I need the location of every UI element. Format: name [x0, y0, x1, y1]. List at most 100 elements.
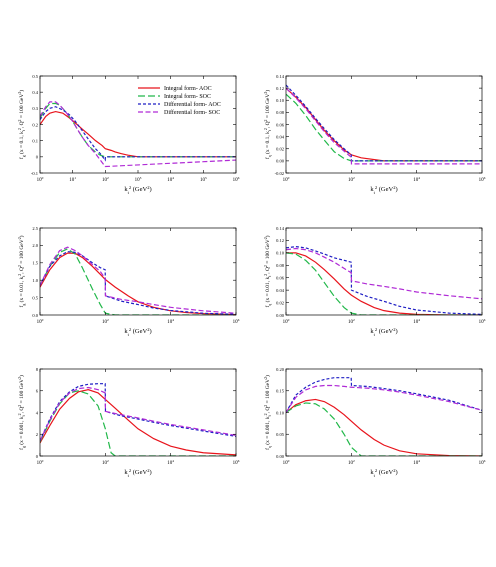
plot-frame — [39, 227, 237, 316]
legend-label: Differential form- AOC — [164, 101, 221, 108]
y-tick-label: 0.10 — [276, 410, 285, 415]
x-tick-label: 106 — [233, 176, 240, 183]
series-line-4 — [40, 246, 236, 314]
x-axis-label: kt2 (GeV2) — [124, 327, 151, 337]
x-tick-label: 106 — [233, 318, 240, 325]
chart-panel-5: 100 102 104 106 0 2 4 6 8 kt2 (GeV2) fg (x = 0.001… — [18, 367, 240, 478]
x-tick-label: 105 — [200, 176, 207, 183]
x-tick-label: 102 — [348, 318, 355, 325]
series-line-4 — [286, 87, 482, 165]
series-line-1 — [286, 252, 482, 315]
y-tick-label: 8 — [36, 367, 39, 372]
legend-label: Integral form- AOC — [164, 85, 212, 92]
x-axis-label: kt2 (GeV2) — [124, 468, 151, 478]
x-axis-label: kt2 (GeV2) — [370, 327, 397, 337]
y-tick-label: 1.5 — [32, 261, 38, 266]
y-tick-label: -0.02 — [275, 171, 284, 176]
x-tick-label: 102 — [348, 176, 355, 183]
series-line-1 — [40, 389, 236, 456]
y-tick-label: 0.08 — [276, 110, 285, 115]
x-tick-label: 106 — [479, 176, 486, 183]
x-tick-label: 104 — [167, 459, 174, 466]
y-tick-label: 0.10 — [276, 98, 285, 103]
y-tick-label: 0.05 — [276, 432, 285, 437]
series-line-2 — [286, 402, 482, 456]
x-tick-label: 106 — [479, 459, 486, 466]
series-line-1 — [286, 87, 482, 162]
y-tick-label: 0.06 — [276, 122, 285, 127]
x-tick-label: 104 — [413, 318, 420, 325]
x-tick-label: 104 — [167, 318, 174, 325]
plot-frame — [285, 227, 483, 316]
chart-panel-2: 100 102 104 106 -0.02 0.00 0.02 0.04 0.06 0.08 0.1… — [264, 74, 486, 195]
y-tick-label: 0.12 — [276, 86, 284, 91]
y-tick-label: 6 — [36, 389, 39, 394]
y-tick-label: 0.04 — [276, 288, 285, 293]
x-tick-label: 103 — [135, 176, 142, 183]
series-line-1 — [40, 252, 236, 315]
y-tick-label: 0.06 — [276, 276, 285, 281]
x-tick-label: 100 — [283, 318, 290, 325]
series-line-2 — [286, 93, 482, 162]
x-tick-label: 104 — [167, 176, 174, 183]
y-tick-label: 0 — [36, 454, 39, 459]
y-tick-label: 0.00 — [276, 454, 285, 459]
y-axis-label: fg (x = 0.001, kt2, Q2 = 100 GeV2) — [18, 375, 26, 450]
series-line-4 — [286, 247, 482, 300]
plot-frame — [285, 75, 483, 174]
y-tick-label: 0.14 — [276, 74, 285, 79]
y-tick-label: 1.0 — [32, 278, 38, 283]
y-tick-label: 0.00 — [276, 159, 285, 164]
plot-frame — [285, 368, 483, 457]
x-axis-label: kt2 (GeV2) — [124, 185, 151, 195]
x-axis-label: kt2 (GeV2) — [370, 468, 397, 478]
y-tick-label: 0.2 — [32, 122, 38, 127]
series-line-2 — [40, 390, 236, 456]
x-tick-label: 100 — [283, 176, 290, 183]
y-axis-label: fg (x = 0.1, kt2, Q2 = 100 GeV2) — [18, 90, 26, 159]
y-tick-label: 0.00 — [276, 313, 285, 318]
series-line-4 — [40, 101, 236, 168]
x-tick-label: 104 — [413, 459, 420, 466]
x-tick-label: 100 — [37, 318, 44, 325]
series-line-3 — [286, 84, 482, 162]
y-tick-label: 0 — [36, 155, 39, 160]
y-tick-label: 0.02 — [276, 300, 284, 305]
chart-panel-1: 100 101 102 103 104 105 106 -0.1 0 0.1 0.2 0.3 0.4 0.… — [18, 74, 240, 195]
chart-panel-3: 100 102 104 106 0.0 0.5 1.0 1.5 2.0 2.5 kt2 (GeV2)… — [18, 226, 240, 337]
y-tick-label: 2.5 — [32, 226, 38, 231]
y-tick-label: 2 — [36, 432, 38, 437]
x-tick-label: 106 — [233, 459, 240, 466]
x-tick-label: 100 — [37, 176, 44, 183]
series-line-3 — [40, 383, 236, 442]
series-line-1 — [286, 398, 482, 456]
series-line-1 — [40, 110, 236, 158]
y-axis-label: fg (x = 0.01, kt2, Q2 = 100 GeV2) — [18, 235, 26, 307]
y-tick-label: 0.5 — [32, 295, 38, 300]
x-axis-label: kt2 (GeV2) — [370, 185, 397, 195]
y-tick-label: 0.5 — [32, 74, 38, 79]
series-line-2 — [40, 248, 236, 315]
y-axis-label: fq (x = 0.001, kt2, Q2 = 100 GeV2) — [264, 375, 272, 450]
series-line-4 — [286, 384, 482, 413]
x-tick-label: 100 — [37, 459, 44, 466]
y-tick-label: 0.4 — [32, 90, 38, 95]
series-line-3 — [40, 251, 236, 315]
x-tick-label: 102 — [102, 176, 109, 183]
x-tick-label: 102 — [102, 318, 109, 325]
plot-frame — [39, 368, 237, 457]
x-tick-label: 102 — [348, 459, 355, 466]
y-tick-label: 0.02 — [276, 147, 284, 152]
y-axis-label: fq (x = 0.1, kt2, Q2 = 100 GeV2) — [264, 90, 272, 159]
y-tick-label: 0.08 — [276, 263, 285, 268]
legend-label: Differential form- SOC — [164, 109, 220, 116]
y-axis-label: fq (x = 0.01, kt2, Q2 = 100 GeV2) — [264, 235, 272, 307]
y-tick-label: 0.15 — [276, 389, 285, 394]
y-tick-label: 0.14 — [276, 226, 285, 231]
legend-label: Integral form- SOC — [164, 93, 211, 100]
y-tick-label: 0.04 — [276, 134, 285, 139]
chart-panel-6: 100 102 104 106 0.00 0.05 0.10 0.15 0.20 kt2 (GeV… — [264, 367, 486, 478]
y-tick-label: 0.12 — [276, 238, 284, 243]
